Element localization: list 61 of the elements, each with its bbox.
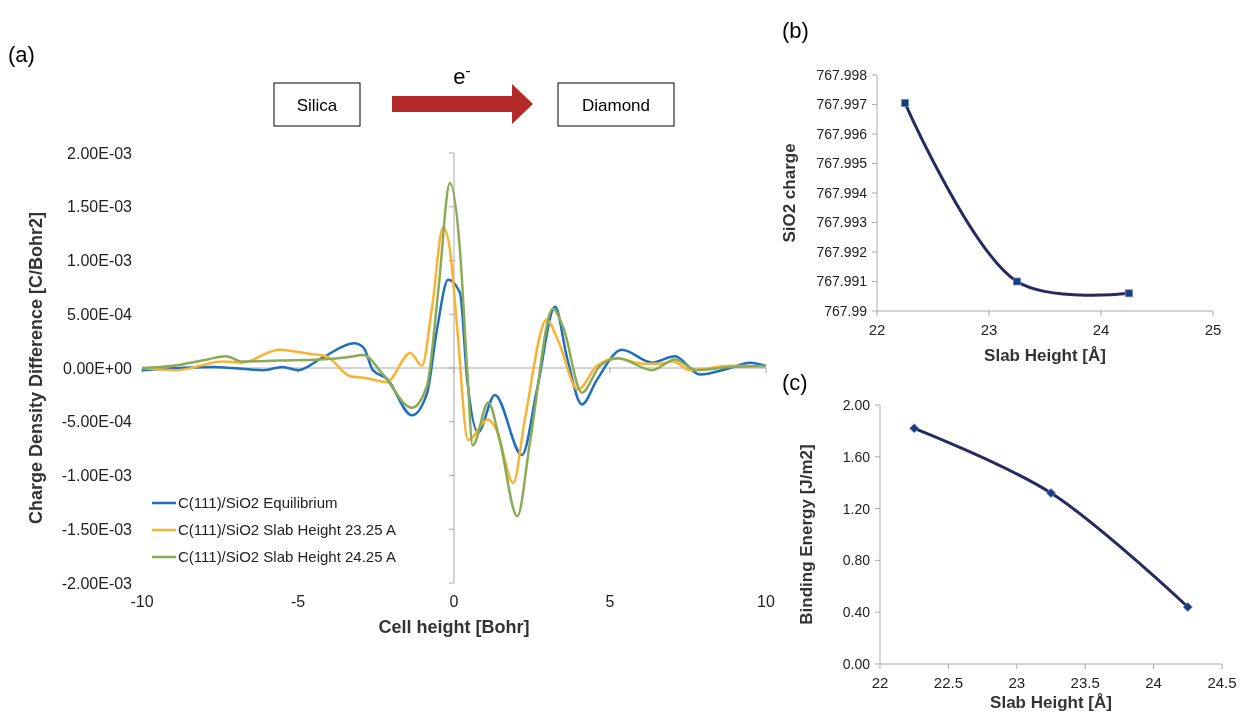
y-tick-label: 0.00E+00 [63, 359, 133, 377]
y-tick-label: 2.00E-03 [67, 144, 133, 162]
y-axis-title: Binding Energy [J/m2] [797, 444, 816, 625]
y-axis-title: Charge Density Difference [C/Bohr2] [26, 211, 46, 525]
point [1013, 277, 1021, 286]
y-tick-label: -5.00E-04 [61, 413, 133, 431]
line-series [140, 181, 768, 518]
y-tick-label: 767.991 [816, 273, 868, 290]
y-tick-label: 767.995 [816, 155, 868, 172]
y-tick-label: 767.997 [816, 96, 868, 113]
chart-title: (b) [782, 18, 809, 43]
y-tick-label: 767.998 [816, 66, 868, 83]
x-tick-label: -5 [290, 593, 306, 610]
chart-title: (a) [8, 42, 35, 67]
legend-label: C(111)/SiO2 Slab Height 24.25 A [178, 548, 396, 566]
x-tick-label: -10 [130, 593, 154, 610]
text: Silica [296, 95, 338, 115]
x-tick-label: 10 [757, 593, 775, 610]
y-tick-label: 1.60 [842, 448, 871, 465]
point [1046, 488, 1056, 498]
y-tick-label: 767.994 [816, 184, 868, 201]
y-tick-label: 0.00 [842, 655, 871, 672]
x-axis-title: Slab Height [Å] [990, 693, 1112, 712]
point [909, 423, 920, 434]
y-tick-label: 2.00 [842, 396, 871, 413]
legend-label: C(111)/SiO2 Slab Height 23.25 A [178, 521, 396, 539]
x-tick-label: 22.5 [933, 674, 963, 691]
y-tick-label: -1.50E-03 [61, 520, 133, 538]
x-tick-label: 24.5 [1207, 674, 1237, 691]
x-tick-label: 0 [449, 593, 459, 610]
y-tick-label: 0.80 [842, 552, 871, 569]
y-tick-label: 767.992 [816, 243, 868, 260]
x-tick-label: 23 [980, 321, 998, 338]
x-tick-label: 25 [1204, 321, 1222, 338]
x-tick-label: 24 [1092, 321, 1110, 338]
point [901, 99, 909, 107]
chart-title: (c) [782, 370, 808, 395]
y-tick-label: -2.00E-03 [61, 574, 133, 592]
y-tick-label: 5.00E-04 [67, 305, 133, 323]
legend-label: C(111)/SiO2 Equilibrium [178, 494, 338, 512]
y-tick-label: 1.00E-03 [67, 252, 133, 270]
y-tick-label: 767.996 [816, 125, 868, 142]
y-tick-label: 767.993 [816, 214, 868, 231]
x-tick-label: 22 [871, 674, 889, 691]
y-tick-label: 1.50E-03 [67, 198, 133, 216]
x-tick-label: 5 [605, 593, 615, 610]
y-tick-label: 0.40 [842, 604, 871, 621]
text: Diamond [581, 95, 651, 115]
y-axis-title: SiO2 charge [780, 143, 799, 243]
x-axis-title: Slab Height [Å] [984, 346, 1106, 365]
x-tick-label: 23.5 [1070, 674, 1100, 691]
y-tick-label: 1.20 [842, 500, 871, 517]
text: e$^{-}$ [453, 61, 471, 89]
x-tick-label: 22 [868, 321, 886, 338]
y-tick-label: 767.99 [824, 302, 868, 319]
x-tick-label: 24 [1145, 674, 1162, 691]
point [1182, 602, 1193, 612]
point [1125, 289, 1133, 298]
x-axis-title: Cell height [Bohr] [378, 617, 530, 637]
y-tick-label: -1.00E-03 [61, 467, 133, 485]
x-tick-label: 23 [1008, 674, 1026, 691]
